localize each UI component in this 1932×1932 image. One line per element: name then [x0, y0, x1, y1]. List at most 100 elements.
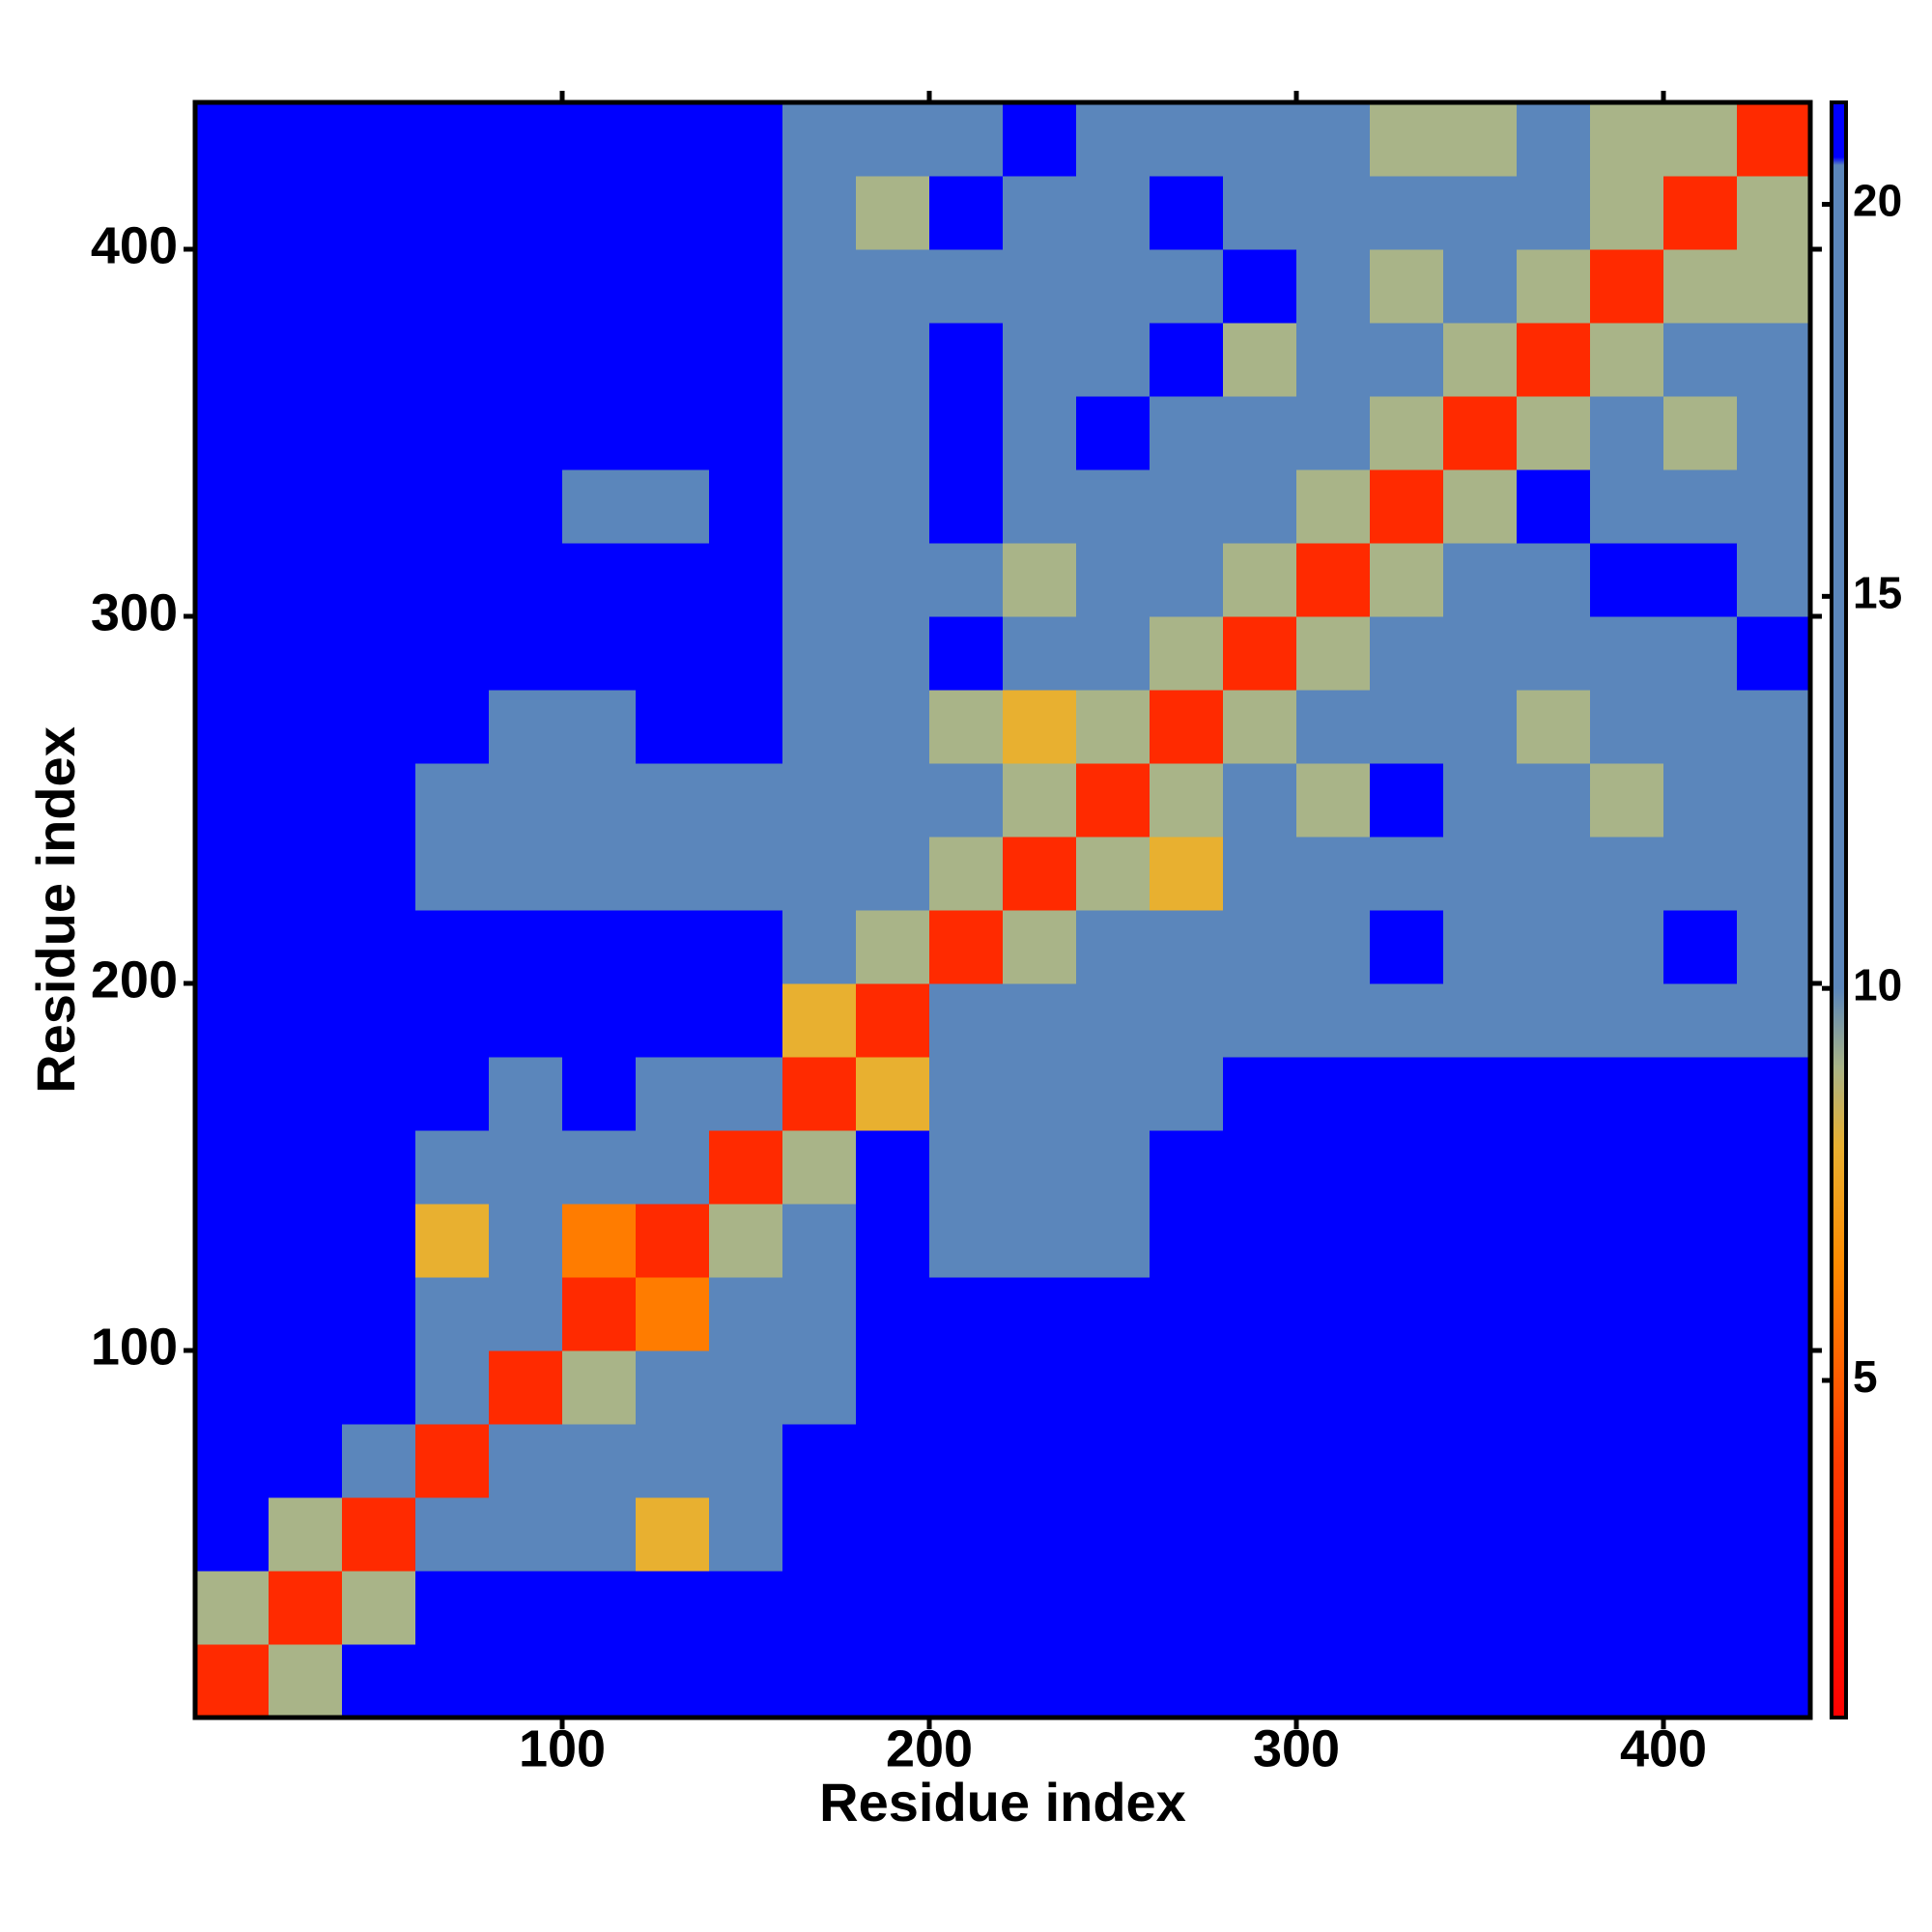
heatmap-cell: [782, 1424, 857, 1498]
heatmap-cell: [856, 837, 930, 911]
heatmap-cell: [562, 983, 637, 1058]
heatmap-cell: [1076, 983, 1151, 1058]
heatmap-cell: [1590, 1350, 1664, 1425]
heatmap-cell: [1296, 1424, 1371, 1498]
heatmap-cell: [636, 910, 710, 984]
heatmap-cell: [1296, 690, 1371, 764]
heatmap-cell: [1663, 1277, 1738, 1351]
heatmap-cell: [269, 1644, 343, 1719]
heatmap-cell: [1517, 1571, 1591, 1645]
heatmap-cell: [1150, 1424, 1224, 1498]
heatmap-cell: [1517, 1277, 1591, 1351]
heatmap-cell: [709, 1350, 783, 1425]
heatmap-cell: [709, 1057, 783, 1131]
heatmap-cell: [1150, 763, 1224, 838]
heatmap-cell: [1663, 1424, 1738, 1498]
heatmap-cell: [1663, 543, 1738, 617]
heatmap-cell: [1003, 690, 1077, 764]
heatmap-cell: [195, 910, 270, 984]
heatmap-cell: [269, 1571, 343, 1645]
heatmap-cell: [1296, 1204, 1371, 1278]
heatmap-cell: [562, 1204, 637, 1278]
heatmap-cell: [195, 469, 270, 544]
heatmap-cell: [269, 323, 343, 397]
heatmap-cell: [562, 1644, 637, 1719]
heatmap-cell: [1443, 1130, 1518, 1205]
heatmap-cell: [342, 176, 416, 250]
heatmap-cell: [1223, 176, 1297, 250]
heatmap-cell: [415, 910, 490, 984]
heatmap-cell: [342, 543, 416, 617]
heatmap-cell: [269, 1130, 343, 1205]
heatmap-cell: [1223, 763, 1297, 838]
heatmap-cell: [1443, 1571, 1518, 1645]
heatmap-cell: [1003, 1130, 1077, 1205]
heatmap-cell: [562, 1277, 637, 1351]
heatmap-cell: [1443, 616, 1518, 691]
heatmap-cell: [342, 1644, 416, 1719]
heatmap-cell: [1370, 1644, 1444, 1719]
heatmap-cell: [1370, 249, 1444, 324]
heatmap-cell: [782, 1057, 857, 1131]
heatmap-cell: [1590, 1277, 1664, 1351]
heatmap-cell: [929, 102, 1004, 177]
heatmap-cell: [1370, 763, 1444, 838]
heatmap-cell: [1223, 249, 1297, 324]
heatmap-cell: [1370, 616, 1444, 691]
heatmap-cell: [1370, 1350, 1444, 1425]
heatmap-cell: [342, 983, 416, 1058]
heatmap-cell: [489, 1424, 563, 1498]
heatmap-cell: [1076, 469, 1151, 544]
heatmap-cell: [782, 1571, 857, 1645]
heatmap-cell: [709, 543, 783, 617]
heatmap-cell: [269, 176, 343, 250]
heatmap-cell: [269, 1057, 343, 1131]
heatmap-cell: [195, 616, 270, 691]
x-tick-label: 400: [1620, 1719, 1707, 1777]
heatmap-cell: [1737, 763, 1811, 838]
heatmap-cell: [342, 102, 416, 177]
heatmap-cell: [1003, 1644, 1077, 1719]
heatmap-cell: [1443, 323, 1518, 397]
heatmap-cell: [1517, 176, 1591, 250]
heatmap-cell: [1150, 1350, 1224, 1425]
heatmap-cell: [195, 1130, 270, 1205]
heatmap-cell: [342, 837, 416, 911]
heatmap-cell: [929, 469, 1004, 544]
heatmap-cell: [1517, 837, 1591, 911]
heatmap-cell: [636, 249, 710, 324]
x-tick-label: 200: [886, 1719, 973, 1777]
heatmap-cell: [1003, 1350, 1077, 1425]
heatmap-cell: [1663, 1204, 1738, 1278]
heatmap-cell: [1370, 323, 1444, 397]
heatmap-cell: [856, 249, 930, 324]
heatmap-cell: [782, 323, 857, 397]
heatmap-cell: [1370, 543, 1444, 617]
heatmap-cell: [1737, 1277, 1811, 1351]
heatmap-cell: [636, 983, 710, 1058]
heatmap-cell: [269, 910, 343, 984]
heatmap-cell: [856, 1571, 930, 1645]
heatmap-cell: [1517, 543, 1591, 617]
heatmap-cell: [856, 1277, 930, 1351]
heatmap-cell: [1517, 910, 1591, 984]
heatmap-cell: [782, 1497, 857, 1572]
heatmap-cell: [1150, 1057, 1224, 1131]
heatmap-cell: [782, 102, 857, 177]
heatmap-cell: [342, 690, 416, 764]
heatmap-cell: [1296, 983, 1371, 1058]
heatmap-cell: [1663, 1497, 1738, 1572]
heatmap-cell: [1517, 1424, 1591, 1498]
heatmap-cell: [342, 396, 416, 470]
heatmap-cell: [489, 837, 563, 911]
heatmap-cell: [1443, 102, 1518, 177]
heatmap-cell: [856, 543, 930, 617]
heatmap-cell: [1296, 469, 1371, 544]
heatmap-cell: [1443, 176, 1518, 250]
heatmap-cell: [929, 1350, 1004, 1425]
heatmap-cell: [562, 837, 637, 911]
heatmap-cell: [269, 543, 343, 617]
heatmap-cell: [636, 616, 710, 691]
heatmap-cell: [1003, 763, 1077, 838]
heatmap-cell: [709, 323, 783, 397]
